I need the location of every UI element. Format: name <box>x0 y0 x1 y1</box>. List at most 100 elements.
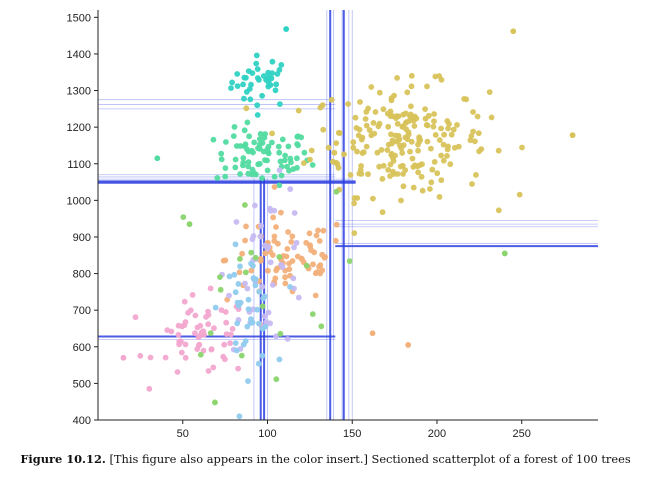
data-point-gold <box>444 153 450 159</box>
data-point-lavender <box>276 167 283 174</box>
data-point-mint <box>278 172 285 179</box>
data-point-pink <box>218 307 225 313</box>
data-point-skyblue <box>233 347 240 354</box>
data-point-gold <box>415 169 421 176</box>
data-point-cyan <box>253 60 260 67</box>
data-point-gold <box>470 109 476 115</box>
data-point-skyblue <box>254 306 260 313</box>
data-point-pink <box>137 352 144 359</box>
data-point-orange <box>242 237 249 244</box>
data-point-green <box>333 188 340 195</box>
data-point-mint <box>154 155 161 162</box>
data-point-gold <box>385 141 392 148</box>
data-point-gold <box>365 171 371 178</box>
data-point-mint <box>240 159 247 166</box>
axes: 400 500 600 700 800 900 1000 1100 1200 1300 1400 15… <box>67 10 598 440</box>
data-point-pink <box>181 298 188 305</box>
data-point-gold <box>428 145 434 152</box>
data-point-pink <box>208 346 215 353</box>
data-point-gold <box>495 207 502 214</box>
data-point-gold <box>430 123 437 130</box>
data-point-orange <box>286 260 292 267</box>
data-point-green <box>217 274 223 280</box>
data-point-gold <box>328 96 335 103</box>
data-point-gold <box>345 101 351 107</box>
data-point-mint <box>285 143 292 150</box>
data-point-green <box>212 399 218 406</box>
data-point-green <box>186 221 193 228</box>
data-point-gold <box>455 143 462 150</box>
data-point-pink <box>178 349 185 356</box>
data-point-pink <box>229 326 236 332</box>
data-point-cyan <box>267 82 274 88</box>
data-point-green <box>237 256 243 262</box>
data-point-orange <box>310 261 316 268</box>
data-point-orange <box>311 249 318 256</box>
data-point-orange <box>317 270 324 277</box>
data-point-gold <box>333 159 340 166</box>
data-point-skyblue <box>232 241 239 248</box>
data-point-pink <box>228 331 234 338</box>
data-point-gold <box>406 118 413 124</box>
data-point-gold <box>468 133 475 139</box>
data-point-orange <box>286 266 293 273</box>
data-point-mint <box>245 163 252 170</box>
data-point-gold <box>474 113 481 120</box>
data-point-gold <box>569 132 576 139</box>
data-point-gold <box>445 125 451 132</box>
data-point-gold <box>331 149 338 156</box>
data-point-cyan <box>253 52 260 59</box>
data-point-lavender <box>264 245 271 252</box>
data-point-gold <box>392 132 399 139</box>
data-point-lavender <box>291 210 298 216</box>
data-point-pink <box>162 354 169 361</box>
data-point-gold <box>384 110 391 117</box>
data-point-gold <box>488 114 495 121</box>
data-point-gold <box>351 200 357 207</box>
data-point-gold <box>384 147 391 154</box>
data-point-cyan <box>278 62 285 68</box>
data-point-orange <box>332 237 339 244</box>
data-point-gold <box>365 105 371 112</box>
y-tick-label: 1300 <box>67 86 91 98</box>
data-point-mint <box>256 141 263 148</box>
data-point-gold <box>385 167 392 173</box>
y-tick-label: 1500 <box>67 12 91 24</box>
data-point-orange <box>369 330 376 337</box>
data-point-gold <box>424 83 430 90</box>
data-point-cyan <box>245 68 252 74</box>
data-point-mint <box>294 141 300 147</box>
data-point-gold <box>357 99 363 105</box>
data-point-lavender <box>273 333 279 340</box>
x-tick-label: 150 <box>343 428 361 440</box>
data-point-gold <box>352 114 359 121</box>
data-point-orange <box>306 230 313 237</box>
data-point-mint <box>261 134 268 141</box>
data-point-gold <box>408 83 415 90</box>
data-point-lavender <box>291 244 297 251</box>
data-point-mint <box>271 173 278 180</box>
data-point-lavender <box>278 261 284 268</box>
data-point-lavender <box>265 309 272 316</box>
data-point-orange <box>269 252 276 258</box>
data-point-green <box>242 202 248 208</box>
data-point-skyblue <box>226 273 233 280</box>
data-point-gold <box>363 143 370 150</box>
data-point-mint <box>230 133 237 140</box>
split-lines <box>98 10 598 420</box>
data-point-orange <box>248 267 255 274</box>
data-point-gold <box>405 129 412 136</box>
data-point-gold <box>319 102 326 108</box>
data-point-skyblue <box>245 378 251 384</box>
data-point-mint <box>276 182 283 189</box>
data-point-orange <box>271 233 278 240</box>
data-point-pink <box>185 309 192 316</box>
data-point-lavender <box>252 202 258 209</box>
data-point-gold <box>408 72 415 79</box>
data-point-gold <box>362 116 369 122</box>
data-point-gold <box>447 161 454 168</box>
data-point-orange <box>320 227 327 234</box>
data-point-cyan <box>254 102 261 109</box>
data-point-gold <box>412 113 418 120</box>
sectioned-scatterplot: 400 500 600 700 800 900 1000 1100 1200 1300 1400 15… <box>67 10 598 440</box>
